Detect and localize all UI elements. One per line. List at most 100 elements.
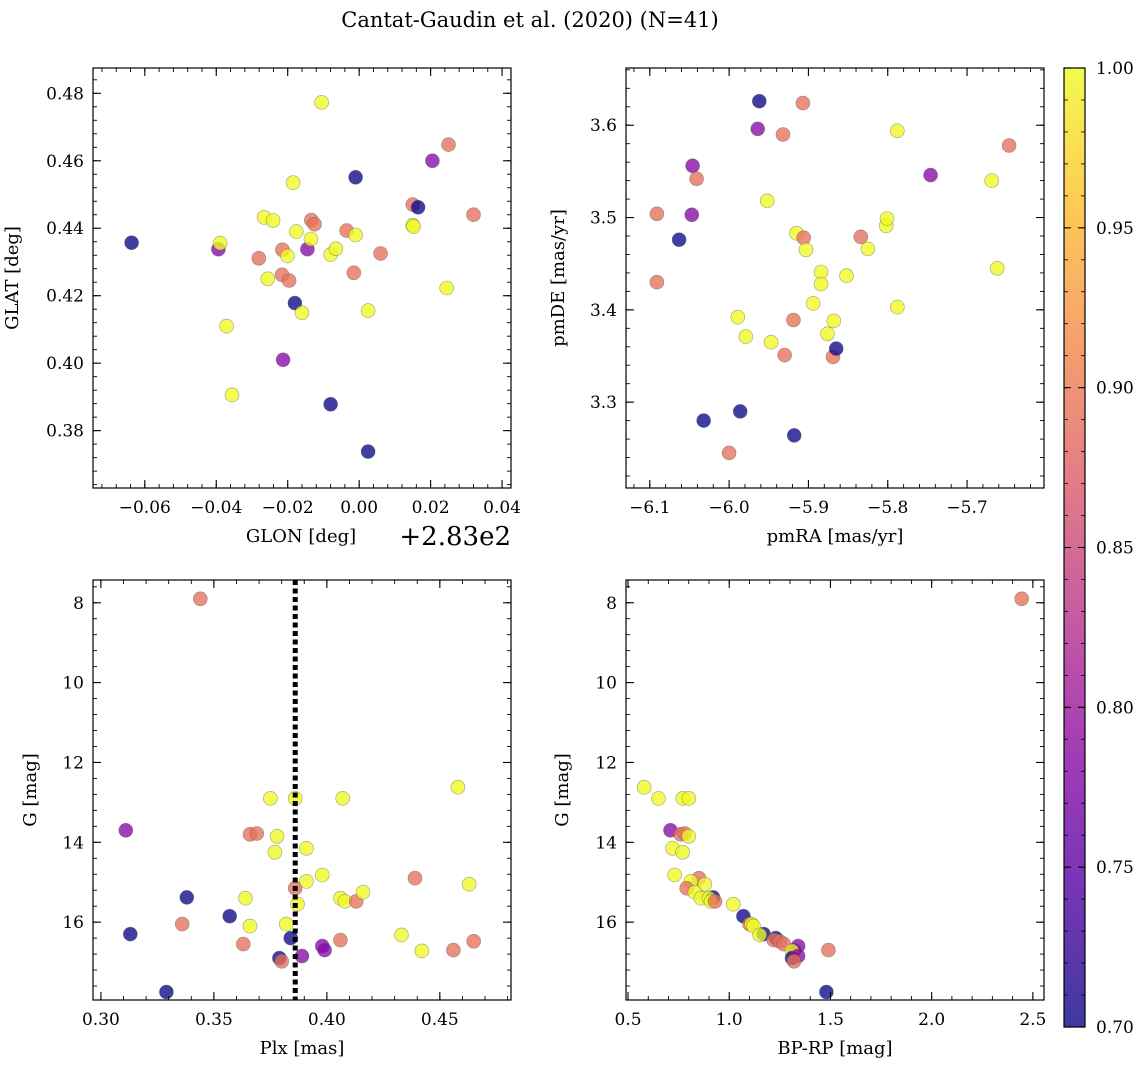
y-tick-label: 14 <box>595 833 617 853</box>
x-tick-label: −0.06 <box>119 498 171 518</box>
data-point <box>775 127 791 142</box>
data-point <box>265 213 281 228</box>
y-tick-label: 0.38 <box>46 422 84 442</box>
data-point <box>671 232 687 247</box>
colorbar-gradient <box>1064 68 1085 1027</box>
data-point <box>346 265 362 281</box>
axes-frame <box>92 579 512 1001</box>
data-point <box>777 347 792 363</box>
data-point <box>636 779 652 795</box>
data-point <box>274 953 290 969</box>
y-tick-label: 0.42 <box>46 287 84 307</box>
data-point <box>394 927 409 943</box>
data-point <box>360 444 376 459</box>
data-point <box>222 908 237 924</box>
y-tick-label: 10 <box>62 674 84 694</box>
x-tick-label: 2.5 <box>1019 1010 1046 1030</box>
points-pmra-pmde <box>649 93 1017 461</box>
data-point <box>813 276 829 292</box>
colorbar-tick-label: 0.75 <box>1096 858 1134 878</box>
data-point <box>828 341 844 356</box>
data-point <box>750 121 766 137</box>
data-point <box>174 916 190 932</box>
y-tick-label: 12 <box>62 753 84 773</box>
data-point <box>853 229 869 245</box>
x-axis-label: BP-RP [mag] <box>777 1038 892 1059</box>
y-axis-label: G [mag] <box>552 753 573 826</box>
data-point <box>684 207 700 223</box>
data-point <box>786 953 802 969</box>
y-tick-label: 3.4 <box>590 301 617 321</box>
x-tick-label: −5.8 <box>867 498 908 518</box>
data-point <box>819 984 834 1000</box>
y-tick-label: 3.5 <box>590 209 617 229</box>
data-point <box>299 840 314 856</box>
data-point <box>786 312 801 328</box>
data-point <box>826 313 842 329</box>
data-point <box>260 271 276 287</box>
y-axis-label: pmDE [mas/yr] <box>548 209 569 347</box>
data-point <box>212 235 228 251</box>
x-tick-label: 0.45 <box>421 1010 459 1030</box>
data-point <box>651 791 666 806</box>
y-axis-label: GLAT [deg] <box>2 226 23 330</box>
x-axis-label: pmRA [mas/yr] <box>767 526 904 547</box>
data-point <box>118 822 134 838</box>
x-tick-label: 0.00 <box>340 498 378 518</box>
x-tick-label: −5.9 <box>788 498 829 518</box>
x-tick-label: 0.02 <box>412 498 450 518</box>
data-point <box>738 329 754 344</box>
data-point <box>879 211 895 226</box>
data-point <box>441 137 456 152</box>
data-point <box>721 445 737 461</box>
x-tick-label: −0.02 <box>262 498 314 518</box>
data-point <box>795 95 811 111</box>
axes-frame <box>625 67 1045 489</box>
data-point <box>439 280 455 296</box>
data-point <box>649 274 665 290</box>
data-point <box>681 791 697 806</box>
data-point <box>159 984 174 1000</box>
data-point <box>278 916 294 932</box>
data-point <box>236 936 251 952</box>
points-plx-g <box>118 591 482 1000</box>
data-point <box>1001 138 1017 153</box>
data-point <box>307 216 322 232</box>
data-point <box>889 299 905 315</box>
data-point <box>251 250 267 266</box>
data-point <box>820 326 835 342</box>
colorbar-tick-label: 0.70 <box>1096 1018 1134 1038</box>
data-point <box>805 296 821 311</box>
y-tick-label: 0.44 <box>46 219 84 239</box>
panel-plx-g: 0.30 0.35 0.40 0.45 8 10 12 14 16 Plx [mas] G [mag… <box>20 579 512 1059</box>
data-point <box>989 260 1005 276</box>
data-point <box>269 828 285 844</box>
panels: −0.06 −0.04 −0.02 0.00 0.02 0.04 0.38 0.40 0.42 0… <box>2 67 1046 1059</box>
data-point <box>685 158 700 174</box>
y-tick-label: 3.6 <box>590 116 617 136</box>
data-point <box>839 268 854 284</box>
data-point <box>860 241 876 257</box>
colorbar-tick-label: 0.80 <box>1096 698 1134 718</box>
x-tick-label: 0.5 <box>615 1010 642 1030</box>
data-point <box>124 235 139 250</box>
x-tick-label: −6.0 <box>708 498 749 518</box>
data-point <box>281 273 297 288</box>
points-bprp-g <box>636 591 1030 1000</box>
y-tick-label: 8 <box>73 594 84 614</box>
data-point <box>461 876 477 892</box>
data-point <box>348 227 363 243</box>
data-point <box>288 224 304 239</box>
data-point <box>123 926 138 942</box>
data-point <box>984 173 1000 188</box>
data-point <box>224 387 240 403</box>
data-point <box>314 95 329 110</box>
colorbar-tick-label: 0.85 <box>1096 539 1134 559</box>
x-tick-label: −0.04 <box>190 498 242 518</box>
colorbar-tick-label: 0.95 <box>1096 219 1134 239</box>
data-point <box>410 200 426 215</box>
data-point <box>249 826 265 841</box>
x-offset-text: +2.83e2 <box>399 522 511 552</box>
data-point <box>179 890 195 905</box>
